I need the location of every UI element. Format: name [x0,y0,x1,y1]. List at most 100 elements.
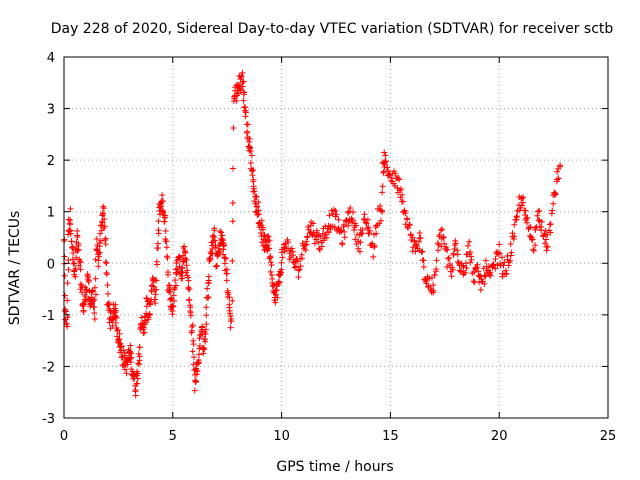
data-point [295,267,302,274]
data-point [476,279,483,286]
data-point [399,191,406,198]
data-point [557,162,564,169]
data-point [91,284,98,291]
data-point [445,254,452,261]
data-point [505,259,512,266]
data-point [500,262,507,269]
data-point [185,277,192,284]
data-point [278,266,285,273]
data-point [482,257,489,264]
data-point [203,321,210,328]
grid [64,57,608,418]
data-point [220,243,227,250]
data-point [91,304,98,311]
data-point [211,234,218,241]
data-point [134,370,141,377]
data-point [373,230,380,237]
data-point [268,262,275,269]
data-point [152,291,159,298]
data-point [494,261,501,268]
data-point [162,214,169,221]
data-point [431,271,438,278]
data-point [418,249,425,256]
data-point [153,277,160,284]
data-point [176,254,183,261]
data-point [85,273,92,280]
y-tick-label: 4 [47,51,55,66]
data-point [351,227,358,234]
data-point [189,322,196,329]
data-point [341,228,348,235]
data-point [544,243,551,250]
data-point [196,342,203,349]
data-point [134,375,141,382]
data-point [277,271,284,278]
data-point [520,194,527,201]
data-point [541,240,548,247]
data-point [529,236,536,243]
data-point [481,272,488,279]
data-point [85,277,92,284]
data-point [255,199,262,206]
data-point [304,223,311,230]
data-point [70,260,77,267]
data-point [146,310,153,317]
data-point [325,229,332,236]
data-point [304,234,311,241]
data-point [363,220,370,227]
data-point [272,299,279,306]
data-point [319,230,326,237]
x-tick-label: 15 [382,429,399,444]
data-point [182,249,189,256]
data-point [186,286,193,293]
data-point [382,152,389,159]
data-point [202,336,209,343]
data-point [388,177,395,184]
data-point [538,227,545,234]
data-point [535,208,542,215]
data-point [266,245,273,252]
data-point [492,255,499,262]
data-point [164,254,171,261]
data-point [143,303,150,310]
data-point [102,237,109,244]
data-point [436,231,443,238]
data-point [145,314,152,321]
data-point [274,294,281,301]
data-point [269,275,276,282]
data-point [109,322,116,329]
data-point [435,241,442,248]
data-point [113,314,120,321]
data-point [350,209,357,216]
data-point [541,230,548,237]
data-point [71,267,78,274]
data-point [217,228,224,235]
data-point [258,233,265,240]
data-point [91,316,98,323]
x-tick-label: 0 [60,429,68,444]
x-tick-label: 20 [491,429,508,444]
data-point [238,74,245,81]
data-point [352,236,359,243]
data-point [543,247,550,254]
data-point [498,254,505,261]
data-point [496,250,503,257]
data-point [316,246,323,253]
data-point [209,232,216,239]
data-point [365,230,372,237]
data-point [357,239,364,246]
y-tick-label: 3 [47,103,55,118]
data-point [356,248,363,255]
data-point [240,97,247,104]
data-point [153,286,160,293]
data-point [101,216,108,223]
data-point [122,366,129,373]
data-point [449,266,456,273]
data-point [514,213,521,220]
data-point [100,205,107,212]
data-point [205,277,212,284]
data-point [221,254,228,261]
data-point [467,249,474,256]
data-point [164,271,171,278]
